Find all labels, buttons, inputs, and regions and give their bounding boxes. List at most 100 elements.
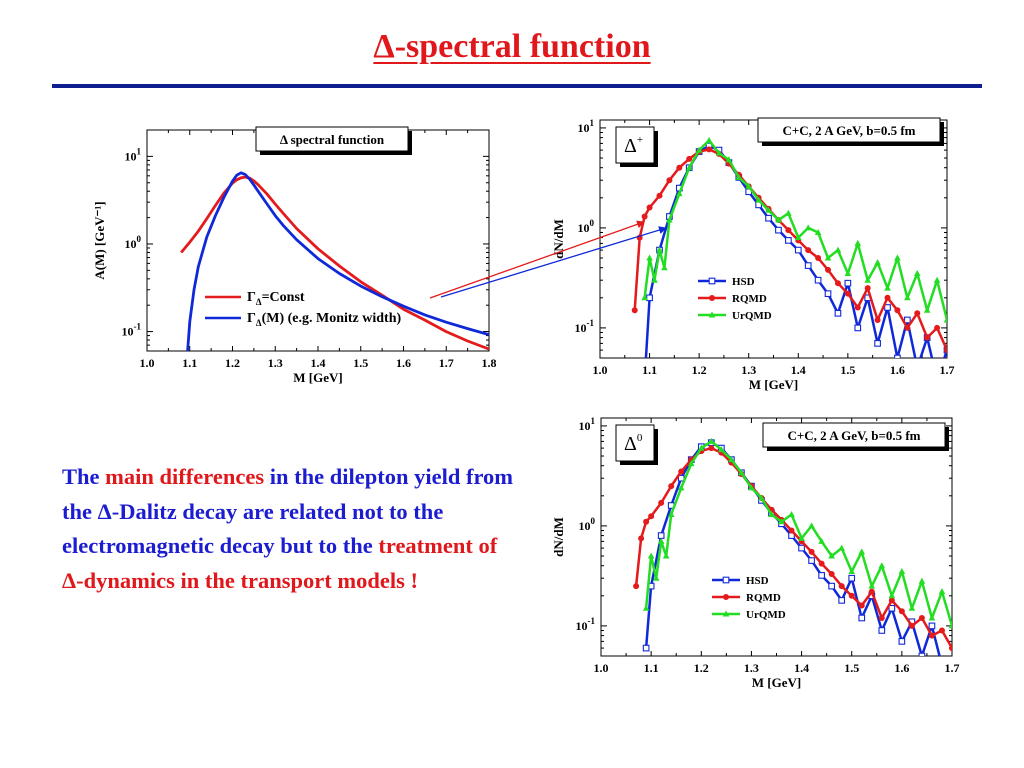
data-point (697, 444, 705, 451)
panel-label: Δ+ (624, 134, 643, 157)
data-point (661, 264, 668, 271)
chart-2: 1.0 1.1 1.2 1.3 1.4 1.5 1.6 1.7 101 100 10-1 M [GeV… (551, 117, 955, 392)
data-point (818, 572, 825, 579)
data-point (868, 588, 875, 595)
title-box (255, 126, 409, 152)
y-tick-label: 100 (579, 516, 596, 533)
data-point (894, 307, 901, 314)
data-point (933, 276, 941, 283)
data-point (642, 377, 648, 383)
data-point (894, 354, 901, 358)
data-point (828, 571, 835, 578)
y-axis-label: dN/dM (551, 517, 566, 557)
data-point (884, 294, 891, 301)
x-tick-label: 1.5 (840, 363, 855, 377)
data-point (854, 304, 861, 311)
data-point (758, 494, 765, 501)
data-point (888, 597, 895, 604)
panel-label-box (615, 126, 655, 164)
x-axis-label: M [GeV] (752, 675, 801, 690)
series-line-2 (634, 446, 952, 649)
y-axis-label: dN/dM (551, 219, 566, 259)
data-point (638, 535, 645, 542)
y-tick-label: 10-1 (575, 318, 595, 335)
x-tick-label: 1.2 (225, 356, 240, 370)
legend-marker (722, 610, 730, 617)
data-point (913, 269, 921, 276)
x-tick-label: 1.4 (794, 661, 809, 675)
body-paragraph: The main differences in the dilepton yie… (62, 460, 522, 598)
legend-marker (708, 311, 716, 318)
data-point (804, 224, 812, 231)
data-point (706, 146, 713, 153)
x-tick-label: 1.7 (945, 661, 960, 675)
data-point (938, 588, 946, 595)
data-point (874, 259, 881, 266)
legend-label-1: HSD (746, 575, 769, 587)
data-point (888, 592, 896, 599)
series-line-1 (180, 175, 489, 351)
body-text-highlight-1: main differences (105, 464, 265, 489)
x-axis-label: M [GeV] (749, 377, 798, 392)
data-point (824, 290, 832, 298)
data-point (894, 254, 901, 261)
data-point (814, 276, 822, 284)
title-box (757, 117, 941, 143)
data-point (828, 582, 836, 590)
data-point (824, 254, 832, 261)
x-tick-label: 1.3 (268, 356, 283, 370)
x-tick-label: 1.0 (593, 363, 608, 377)
data-point (949, 645, 952, 652)
data-point (858, 614, 866, 622)
data-point (858, 602, 865, 609)
x-tick-label: 1.1 (182, 356, 197, 370)
data-point (908, 622, 915, 629)
data-point (686, 155, 693, 162)
data-point (708, 437, 715, 444)
data-point (904, 324, 911, 331)
series-line-1 (644, 441, 941, 656)
data-point (656, 192, 663, 199)
data-point (667, 511, 675, 518)
title-divider (52, 84, 982, 88)
data-point (868, 582, 876, 589)
data-point (884, 284, 891, 291)
data-point (903, 316, 911, 324)
legend-marker (722, 576, 730, 584)
data-point (918, 614, 925, 621)
data-point (848, 574, 856, 582)
data-point (838, 597, 846, 604)
panel-label: Δ0 (624, 432, 643, 455)
body-text-highlight-2: treatment of Δ-dynamics in the transport… (62, 533, 498, 593)
data-point (728, 456, 735, 463)
data-point (646, 294, 653, 302)
data-point (898, 638, 906, 645)
x-tick-label: 1.8 (482, 356, 497, 370)
data-point (677, 484, 685, 491)
data-point (838, 544, 845, 551)
data-point (765, 206, 772, 213)
data-point (668, 483, 675, 490)
data-point (944, 347, 947, 354)
data-point (874, 340, 881, 347)
x-tick-label: 1.7 (940, 363, 955, 377)
data-point (755, 196, 762, 203)
legend-marker (709, 295, 715, 301)
data-point (928, 622, 936, 630)
data-point (788, 527, 795, 534)
x-tick-label: 1.5 (353, 356, 368, 370)
data-point (642, 604, 650, 611)
legend-label-3: UrQMD (732, 310, 772, 322)
series-group (631, 136, 947, 383)
x-tick-label: 1.1 (642, 363, 657, 377)
data-point (775, 226, 782, 234)
series-line-2 (186, 171, 489, 351)
data-point (745, 182, 753, 189)
title-box (762, 422, 946, 448)
data-point (785, 209, 792, 216)
series-line-1 (644, 144, 947, 358)
data-point (854, 324, 862, 332)
data-point (874, 316, 881, 323)
chart-3: 1.0 1.1 1.2 1.3 1.4 1.5 1.6 1.7 101 100 10-1 M [GeV… (551, 416, 960, 690)
body-text-part-2: in the dilepton yield from the Δ-Dalitz … (62, 464, 514, 558)
